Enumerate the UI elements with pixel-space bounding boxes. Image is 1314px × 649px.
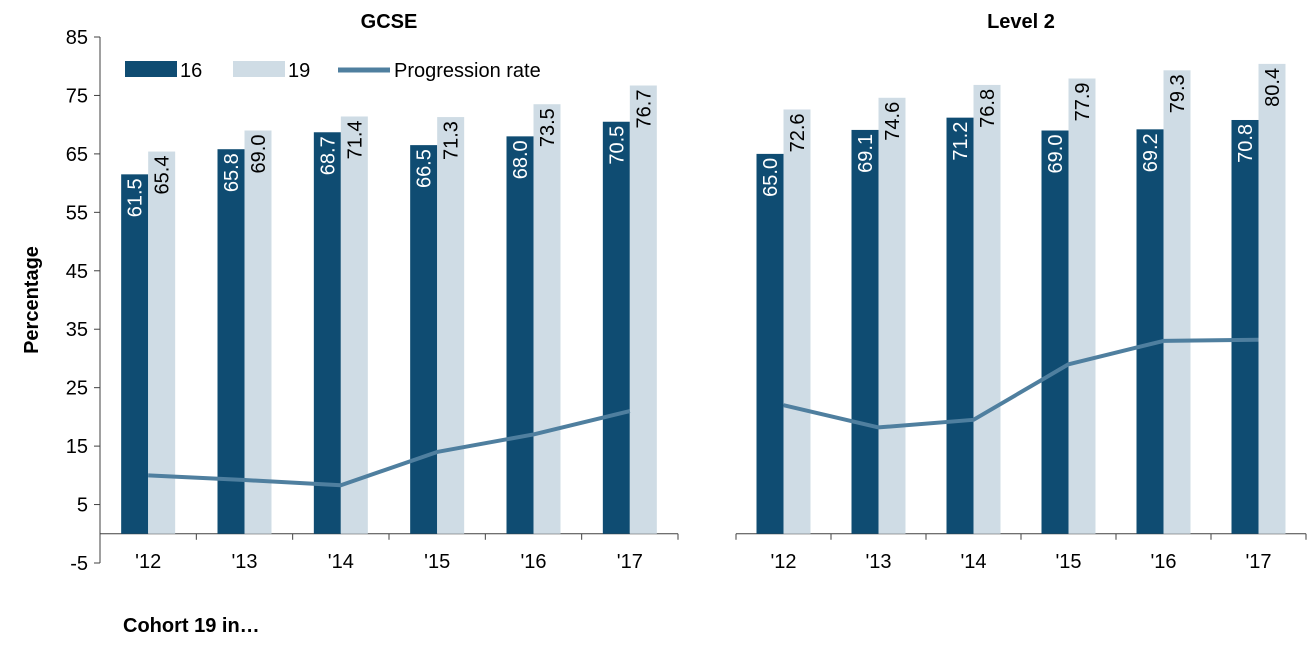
legend-label-progression: Progression rate [394,60,541,82]
p2-chart-title: Level 2 [987,11,1055,33]
p1-x-tick-label-0: '12 [135,551,161,573]
p2-data-label-16-5: 70.8 [1235,124,1257,163]
p2-data-label-19-3: 77.9 [1072,82,1094,121]
footnote: Cohort 19 in… [123,615,260,637]
p2-bar-19-3 [1068,78,1096,534]
p1-data-label-19-2: 71.4 [344,120,366,159]
p2-data-label-16-2: 71.2 [950,122,972,161]
p1-data-label-19-4: 73.5 [537,108,559,147]
p1-chart-title: GCSE [361,11,418,33]
p1-data-label-16-0: 61.5 [125,178,147,217]
p1-bar-19-0 [148,151,176,534]
p1-y-tick-label-4: 35 [66,319,88,341]
p2-x-tick-label-1: '13 [865,551,891,573]
p1-bar-16-3 [410,145,438,534]
p1-data-label-16-3: 66.5 [414,149,436,188]
p1-y-tick-label-9: 85 [66,27,88,49]
p1-bar-16-0 [121,174,149,534]
p1-data-label-16-5: 70.5 [606,126,628,165]
legend-label-19: 19 [288,60,310,82]
p1-y-axis-label: Percentage [21,246,43,354]
p1-progression-line [148,409,631,488]
p1-bar-19-2 [340,116,368,534]
p1-y-tick-label-7: 65 [66,144,88,166]
p1-bar-16-1 [217,149,245,534]
p1-bar-19-5 [629,85,657,534]
p1-data-label-16-4: 68.0 [510,140,532,179]
p2-bar-16-0 [756,153,784,534]
p2-data-label-19-2: 76.8 [977,89,999,128]
p1-x-tick-label-1: '13 [231,551,257,573]
p1-x-tick-label-4: '16 [520,551,546,573]
p1-y-tick-label-1: 5 [77,495,88,517]
legend-label-16: 16 [180,60,202,82]
p2-bar-19-1 [878,97,906,534]
p1-y-tick-label-8: 75 [66,85,88,107]
legend-swatch-19 [233,61,285,77]
p1-data-label-19-0: 65.4 [152,156,174,195]
p2-bar-16-4 [1136,129,1164,534]
p1-y-tick-label-2: 15 [66,436,88,458]
p2-x-tick-label-5: '17 [1245,551,1271,573]
p1-bar-16-4 [506,136,534,534]
p1-data-label-16-2: 68.7 [317,136,339,175]
p1-data-label-19-3: 71.3 [441,121,463,160]
p2-data-label-19-5: 80.4 [1262,68,1284,107]
p1-bar-16-2 [313,132,341,534]
p2-x-tick-label-0: '12 [770,551,796,573]
p1-data-label-16-1: 65.8 [221,153,243,192]
p2-bar-19-5 [1258,63,1286,534]
p1-x-tick-label-3: '15 [424,551,450,573]
p2-data-label-16-0: 65.0 [760,158,782,197]
p2-bar-16-5 [1231,119,1259,534]
p2-x-tick-label-3: '15 [1055,551,1081,573]
p1-data-label-19-1: 69.0 [248,135,270,174]
p1-x-tick-label-5: '17 [617,551,643,573]
p1-data-label-19-5: 76.7 [633,90,655,129]
p1-y-tick-label-5: 45 [66,261,88,283]
p1-bar-19-4 [533,104,561,534]
p2-data-label-19-0: 72.6 [787,113,809,152]
p2-bar-19-0 [783,109,811,534]
p2-bar-19-4 [1163,70,1191,534]
p2-data-label-16-1: 69.1 [855,134,877,173]
p2-x-tick-label-4: '16 [1150,551,1176,573]
legend-swatch-16 [125,61,177,77]
p1-y-tick-label-6: 55 [66,202,88,224]
p1-x-tick-label-2: '14 [328,551,354,573]
p1-y-tick-label-0: -5 [70,553,88,575]
p1-bar-19-1 [244,130,272,534]
p2-data-label-16-3: 69.0 [1045,135,1067,174]
p2-data-label-16-4: 69.2 [1140,133,1162,172]
p2-progression-line [783,337,1259,430]
p1-bar-19-3 [437,117,465,534]
p2-data-label-19-1: 74.6 [882,102,904,141]
p2-bar-16-2 [946,117,974,534]
p1-bar-16-5 [602,121,630,534]
p2-data-label-19-4: 79.3 [1167,74,1189,113]
p2-x-tick-label-2: '14 [960,551,986,573]
p1-y-tick-label-3: 25 [66,378,88,400]
p2-bar-16-3 [1041,130,1069,534]
p2-bar-19-2 [973,84,1001,534]
p2-bar-16-1 [851,129,879,534]
